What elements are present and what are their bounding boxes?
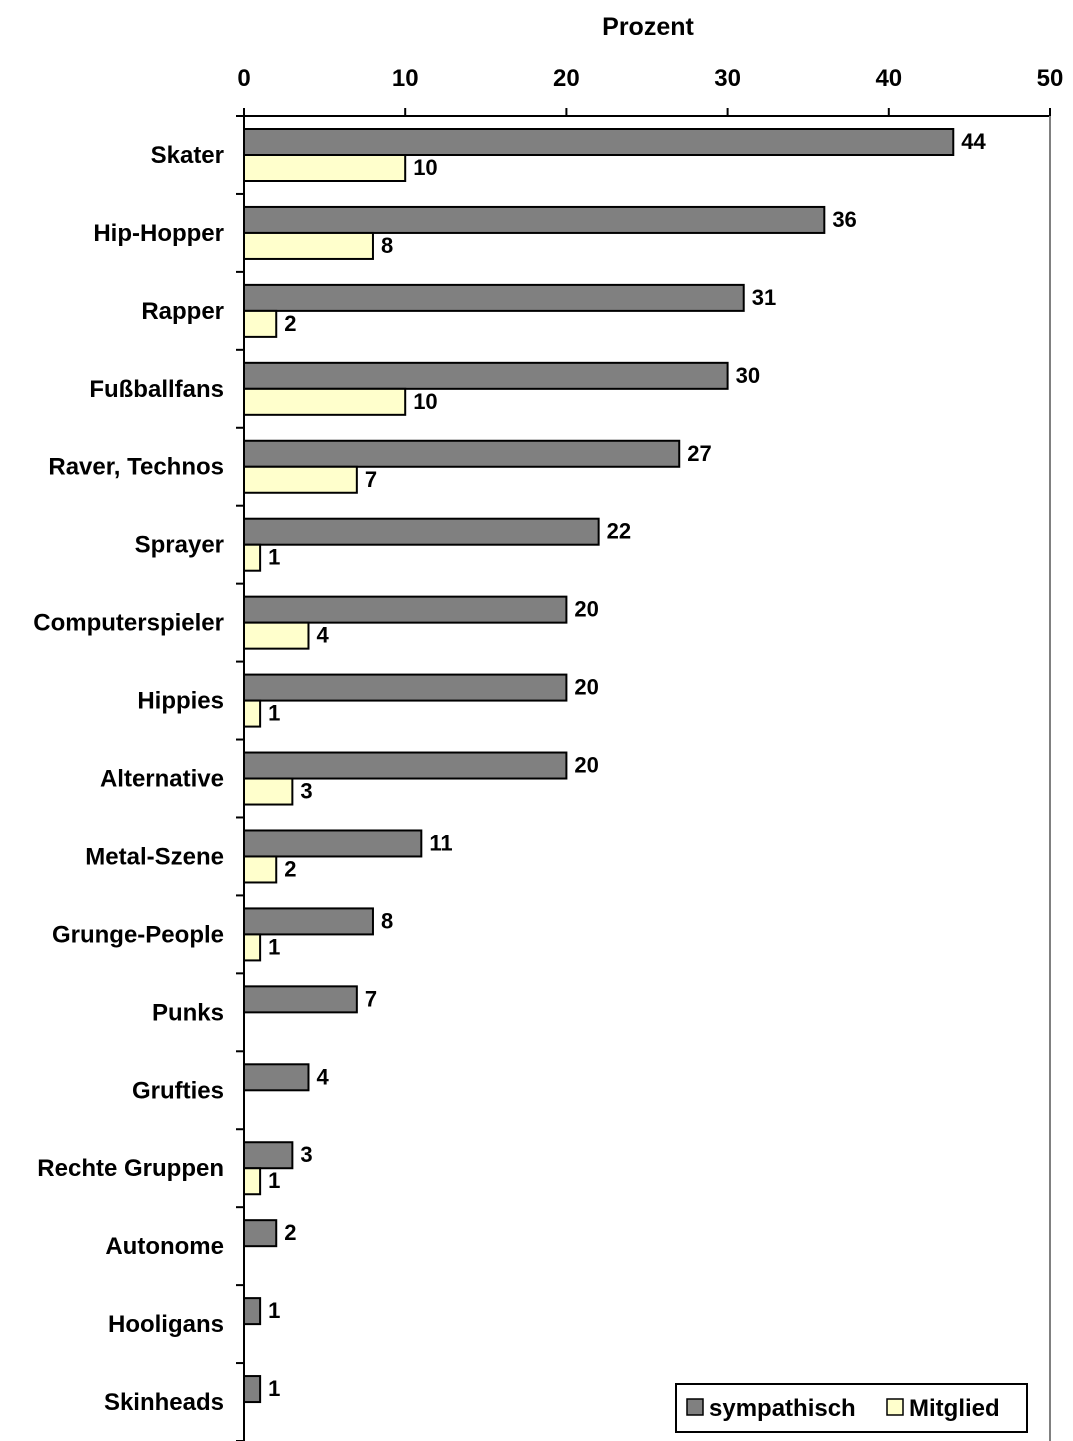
category-label: Rapper bbox=[141, 298, 224, 325]
bar-mitglied bbox=[243, 543, 262, 572]
value-label-mitglied: 1 bbox=[268, 701, 280, 726]
legend-swatch-mitglied bbox=[886, 1398, 904, 1416]
bars: 4410368312301027722120420120311281743121… bbox=[243, 128, 987, 1404]
bar-sympathisch bbox=[243, 673, 568, 702]
bar-mitglied bbox=[243, 309, 278, 338]
value-label-sympathisch: 1 bbox=[268, 1376, 280, 1401]
value-label-mitglied: 10 bbox=[413, 155, 437, 180]
value-label-sympathisch: 20 bbox=[574, 597, 598, 622]
category-label: Hooligans bbox=[108, 1311, 224, 1338]
bar-mitglied bbox=[243, 1167, 262, 1196]
category-label: Alternative bbox=[100, 766, 224, 793]
legend-swatch-sympathisch bbox=[686, 1398, 704, 1416]
bar-sympathisch bbox=[243, 439, 681, 468]
value-label-mitglied: 7 bbox=[365, 467, 377, 492]
bar-sympathisch bbox=[243, 907, 374, 936]
value-label-sympathisch: 44 bbox=[961, 129, 986, 154]
category-label: Computerspieler bbox=[33, 610, 224, 637]
value-label-mitglied: 1 bbox=[268, 1168, 280, 1193]
legend-label-mitglied: Mitglied bbox=[909, 1395, 1000, 1422]
category-label: Fußballfans bbox=[89, 376, 224, 403]
legend: sympathisch Mitglied bbox=[675, 1383, 1028, 1433]
bar-sympathisch bbox=[243, 1141, 294, 1170]
legend-box bbox=[675, 1383, 1028, 1433]
bar-mitglied bbox=[243, 231, 374, 260]
value-label-mitglied: 4 bbox=[316, 623, 329, 648]
category-label: Hip-Hopper bbox=[93, 220, 224, 247]
value-label-sympathisch: 20 bbox=[574, 753, 598, 778]
category-label: Autonome bbox=[105, 1233, 224, 1260]
category-label: Grunge-People bbox=[52, 921, 224, 948]
x-tick-label: 0 bbox=[237, 65, 250, 92]
bar-sympathisch bbox=[243, 128, 955, 156]
bar-mitglied bbox=[243, 154, 407, 182]
bar-sympathisch bbox=[243, 595, 568, 624]
x-tick-label: 50 bbox=[1037, 65, 1064, 92]
value-label-mitglied: 1 bbox=[268, 545, 280, 570]
x-tick-label: 20 bbox=[553, 65, 580, 92]
value-label-sympathisch: 20 bbox=[574, 675, 598, 700]
value-label-sympathisch: 3 bbox=[300, 1142, 312, 1167]
value-label-mitglied: 2 bbox=[284, 856, 296, 881]
bar-sympathisch bbox=[243, 517, 600, 546]
value-label-sympathisch: 27 bbox=[687, 441, 711, 466]
bar-mitglied bbox=[243, 387, 407, 416]
bar-sympathisch bbox=[243, 1063, 310, 1092]
category-label: Hippies bbox=[137, 688, 224, 715]
category-label: Metal-Szene bbox=[85, 843, 224, 870]
category-label: Skater bbox=[151, 142, 224, 169]
x-tick-label: 30 bbox=[714, 65, 741, 92]
bar-sympathisch bbox=[243, 361, 729, 390]
category-label: Raver, Technos bbox=[48, 454, 224, 481]
value-label-sympathisch: 36 bbox=[832, 207, 856, 232]
bar-mitglied bbox=[243, 855, 278, 884]
value-label-mitglied: 10 bbox=[413, 389, 437, 414]
value-label-mitglied: 1 bbox=[268, 934, 280, 959]
bar-sympathisch bbox=[243, 283, 745, 312]
bar-sympathisch bbox=[243, 205, 826, 234]
bar-mitglied bbox=[243, 777, 294, 806]
category-label: Sprayer bbox=[135, 532, 224, 559]
x-axis-title: Prozent bbox=[602, 13, 694, 41]
value-label-sympathisch: 7 bbox=[365, 986, 377, 1011]
bar-sympathisch bbox=[243, 985, 358, 1014]
x-tick-label: 10 bbox=[392, 65, 419, 92]
value-label-sympathisch: 30 bbox=[736, 363, 760, 388]
legend-label-sympathisch: sympathisch bbox=[709, 1395, 856, 1422]
value-label-sympathisch: 8 bbox=[381, 908, 393, 933]
bar-mitglied bbox=[243, 621, 310, 650]
bar-sympathisch bbox=[243, 751, 568, 780]
x-tick-label: 40 bbox=[875, 65, 902, 92]
value-label-sympathisch: 2 bbox=[284, 1220, 296, 1245]
category-labels: Skater Hip-Hopper Rapper Fußballfans Raver, … bbox=[33, 142, 224, 1416]
value-label-sympathisch: 31 bbox=[752, 285, 776, 310]
category-label: Rechte Gruppen bbox=[37, 1155, 224, 1182]
category-label: Punks bbox=[152, 999, 224, 1026]
bar-sympathisch bbox=[243, 1219, 278, 1248]
bar-mitglied bbox=[243, 699, 262, 728]
value-label-sympathisch: 4 bbox=[316, 1064, 329, 1089]
value-label-mitglied: 3 bbox=[300, 779, 312, 804]
value-label-mitglied: 2 bbox=[284, 311, 296, 336]
value-label-sympathisch: 11 bbox=[429, 830, 452, 855]
value-label-mitglied: 8 bbox=[381, 233, 393, 258]
value-label-sympathisch: 1 bbox=[268, 1298, 280, 1323]
bar-sympathisch bbox=[243, 1375, 262, 1404]
value-label-sympathisch: 22 bbox=[607, 519, 631, 544]
category-label: Grufties bbox=[132, 1077, 224, 1104]
bar-mitglied bbox=[243, 465, 358, 494]
bar-mitglied bbox=[243, 933, 262, 962]
bar-sympathisch bbox=[243, 1297, 262, 1326]
bar-sympathisch bbox=[243, 829, 423, 858]
x-axis-ticks: 0 10 20 30 40 50 bbox=[237, 65, 1063, 116]
category-label: Skinheads bbox=[104, 1389, 224, 1416]
